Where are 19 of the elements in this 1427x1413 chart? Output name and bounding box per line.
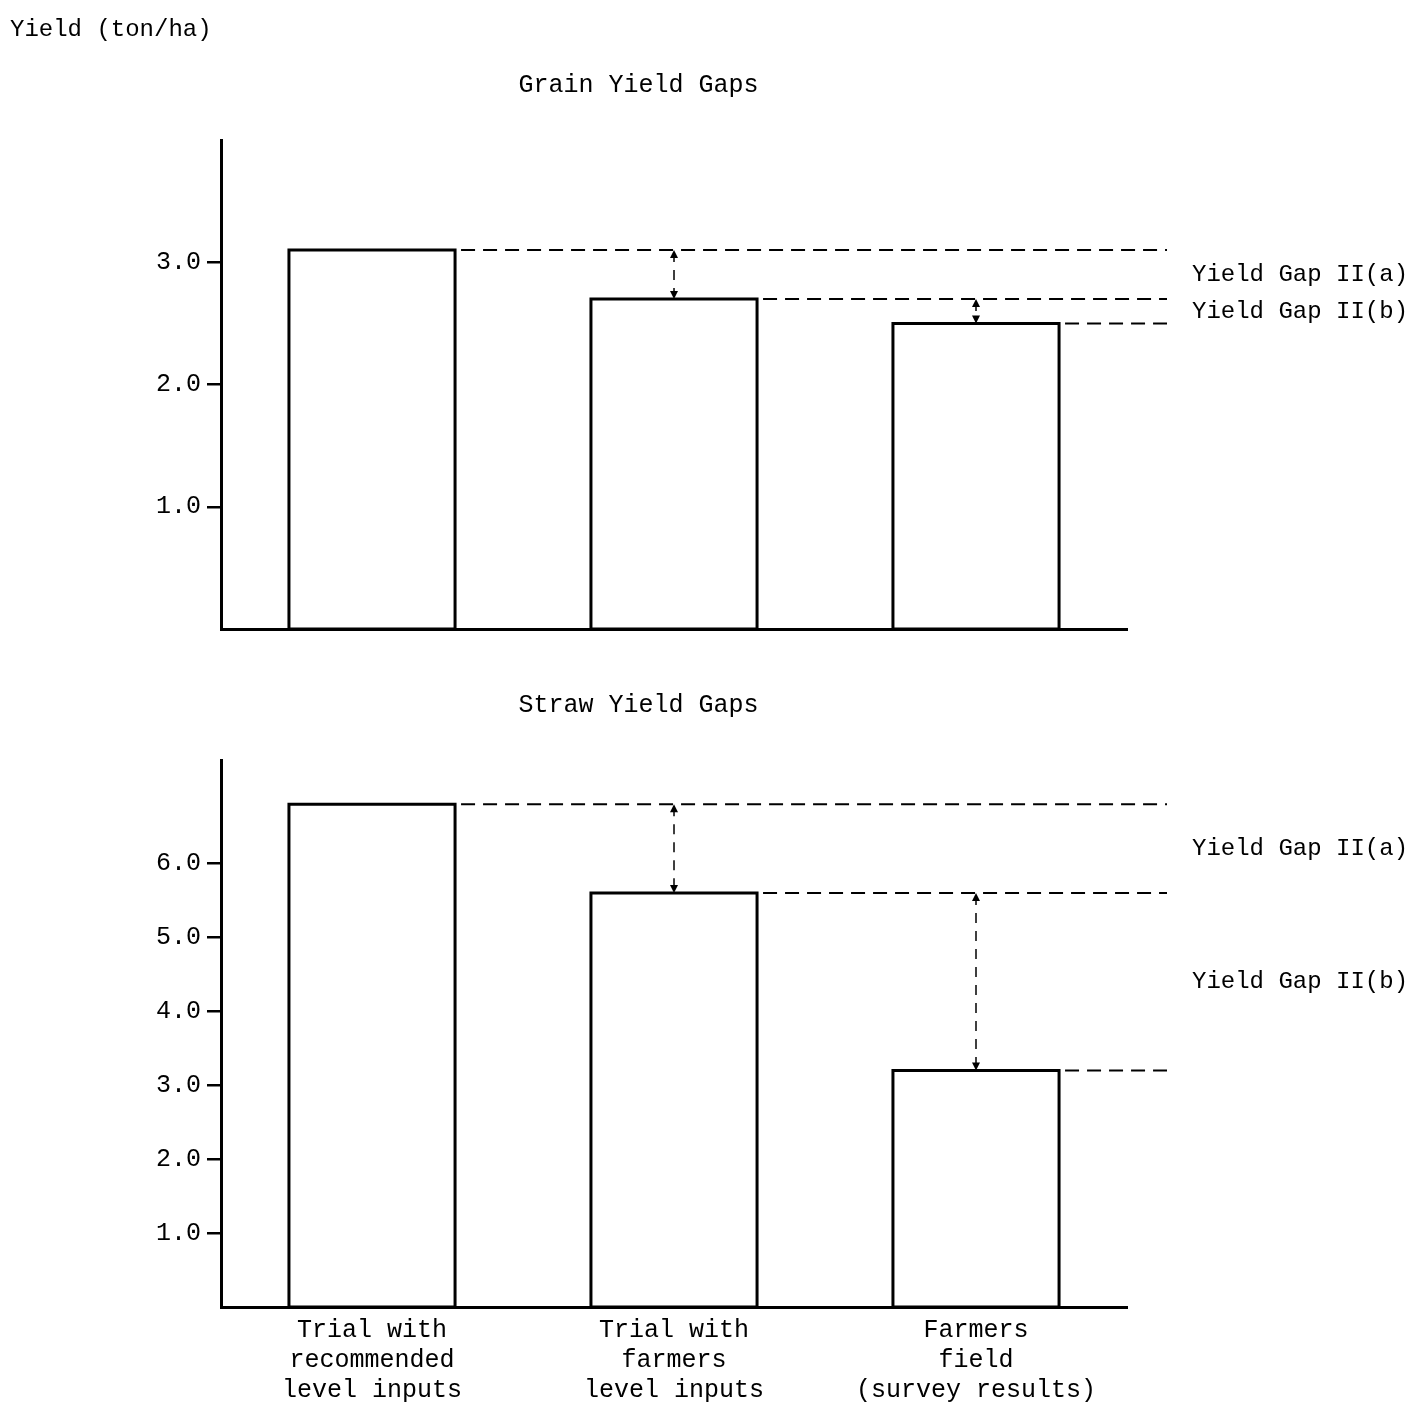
y-tick-label: 4.0 — [155, 996, 202, 1026]
x-tick-label: Trial with farmers level inputs — [583, 1315, 765, 1405]
x-tick-label: Trial with recommended level inputs — [281, 1315, 463, 1405]
y-axis-title: Yield (ton/ha) — [10, 16, 212, 44]
y-tick-label: 1.0 — [155, 1218, 202, 1248]
y-tick-label: 1.0 — [155, 492, 202, 522]
text: Yield Gap II(b) — [1192, 968, 1409, 996]
x-tick-label: Farmers field (survey results) — [855, 1315, 1097, 1405]
y-tick-label: 3.0 — [155, 247, 202, 277]
text: Yield Gap II(a) — [1192, 260, 1409, 288]
y-tick-label: 3.0 — [155, 1070, 202, 1100]
y-tick-label: 2.0 — [155, 370, 202, 400]
y-tick-label: 6.0 — [155, 849, 202, 879]
text: Yield Gap II(a) — [1192, 835, 1409, 863]
chart-title: Straw Yield Gaps — [518, 690, 759, 720]
y-tick-label: 5.0 — [155, 923, 202, 953]
chart-title: Grain Yield Gaps — [518, 70, 759, 100]
y-tick-label: 2.0 — [155, 1144, 202, 1174]
text: Yield Gap II(b) — [1192, 297, 1409, 325]
